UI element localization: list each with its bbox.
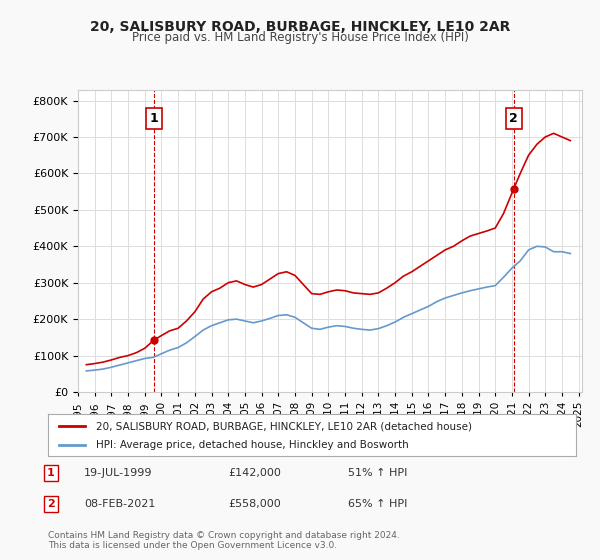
Text: 2: 2 (47, 499, 55, 509)
Text: 65% ↑ HPI: 65% ↑ HPI (348, 499, 407, 509)
Text: 2: 2 (509, 112, 518, 125)
Text: Contains HM Land Registry data © Crown copyright and database right 2024.
This d: Contains HM Land Registry data © Crown c… (48, 530, 400, 550)
Text: 19-JUL-1999: 19-JUL-1999 (84, 468, 152, 478)
Text: 51% ↑ HPI: 51% ↑ HPI (348, 468, 407, 478)
Text: 1: 1 (47, 468, 55, 478)
Text: 08-FEB-2021: 08-FEB-2021 (84, 499, 155, 509)
Text: HPI: Average price, detached house, Hinckley and Bosworth: HPI: Average price, detached house, Hinc… (95, 440, 408, 450)
Text: Price paid vs. HM Land Registry's House Price Index (HPI): Price paid vs. HM Land Registry's House … (131, 31, 469, 44)
Text: 1: 1 (149, 112, 158, 125)
Text: £558,000: £558,000 (228, 499, 281, 509)
Text: 20, SALISBURY ROAD, BURBAGE, HINCKLEY, LE10 2AR (detached house): 20, SALISBURY ROAD, BURBAGE, HINCKLEY, L… (95, 421, 472, 431)
Text: 20, SALISBURY ROAD, BURBAGE, HINCKLEY, LE10 2AR: 20, SALISBURY ROAD, BURBAGE, HINCKLEY, L… (90, 20, 510, 34)
Text: £142,000: £142,000 (228, 468, 281, 478)
